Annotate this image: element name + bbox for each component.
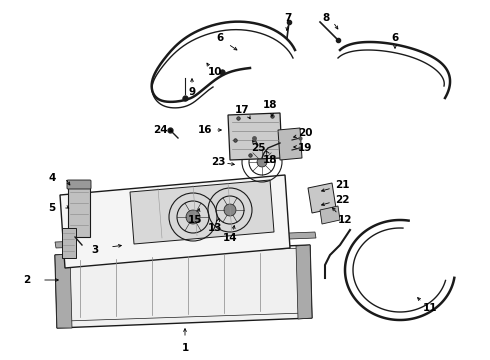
- Polygon shape: [296, 245, 312, 319]
- Text: 23: 23: [211, 157, 225, 167]
- Circle shape: [257, 157, 267, 167]
- Text: 14: 14: [222, 233, 237, 243]
- Text: 22: 22: [335, 195, 349, 205]
- Text: 8: 8: [322, 13, 330, 23]
- Text: 16: 16: [198, 125, 212, 135]
- Polygon shape: [55, 254, 72, 328]
- Polygon shape: [55, 232, 316, 248]
- Bar: [68, 185, 90, 237]
- Text: 2: 2: [24, 275, 31, 285]
- Text: 20: 20: [298, 128, 312, 138]
- Polygon shape: [278, 128, 302, 160]
- Bar: [62, 228, 76, 258]
- Circle shape: [186, 210, 200, 224]
- FancyBboxPatch shape: [67, 180, 91, 189]
- Text: 3: 3: [91, 245, 98, 255]
- Polygon shape: [60, 175, 290, 268]
- Polygon shape: [320, 206, 340, 224]
- Text: 13: 13: [208, 223, 222, 233]
- Polygon shape: [228, 113, 282, 160]
- Text: 1: 1: [181, 343, 189, 353]
- Text: 15: 15: [188, 215, 202, 225]
- Polygon shape: [308, 183, 336, 213]
- Text: 12: 12: [338, 215, 352, 225]
- Text: 24: 24: [153, 125, 167, 135]
- Text: 7: 7: [284, 13, 292, 23]
- Text: 19: 19: [298, 143, 312, 153]
- Text: 18: 18: [263, 100, 277, 110]
- Circle shape: [224, 204, 236, 216]
- Text: 9: 9: [189, 87, 196, 97]
- Text: 11: 11: [423, 303, 437, 313]
- Text: 4: 4: [49, 173, 56, 183]
- Text: 17: 17: [235, 105, 249, 115]
- Polygon shape: [55, 245, 312, 328]
- Text: 6: 6: [217, 33, 223, 43]
- Text: 18: 18: [263, 155, 277, 165]
- Text: 25: 25: [251, 143, 265, 153]
- Polygon shape: [130, 180, 274, 244]
- Text: 21: 21: [335, 180, 349, 190]
- Text: 5: 5: [49, 203, 56, 213]
- Text: 6: 6: [392, 33, 399, 43]
- Text: 10: 10: [208, 67, 222, 77]
